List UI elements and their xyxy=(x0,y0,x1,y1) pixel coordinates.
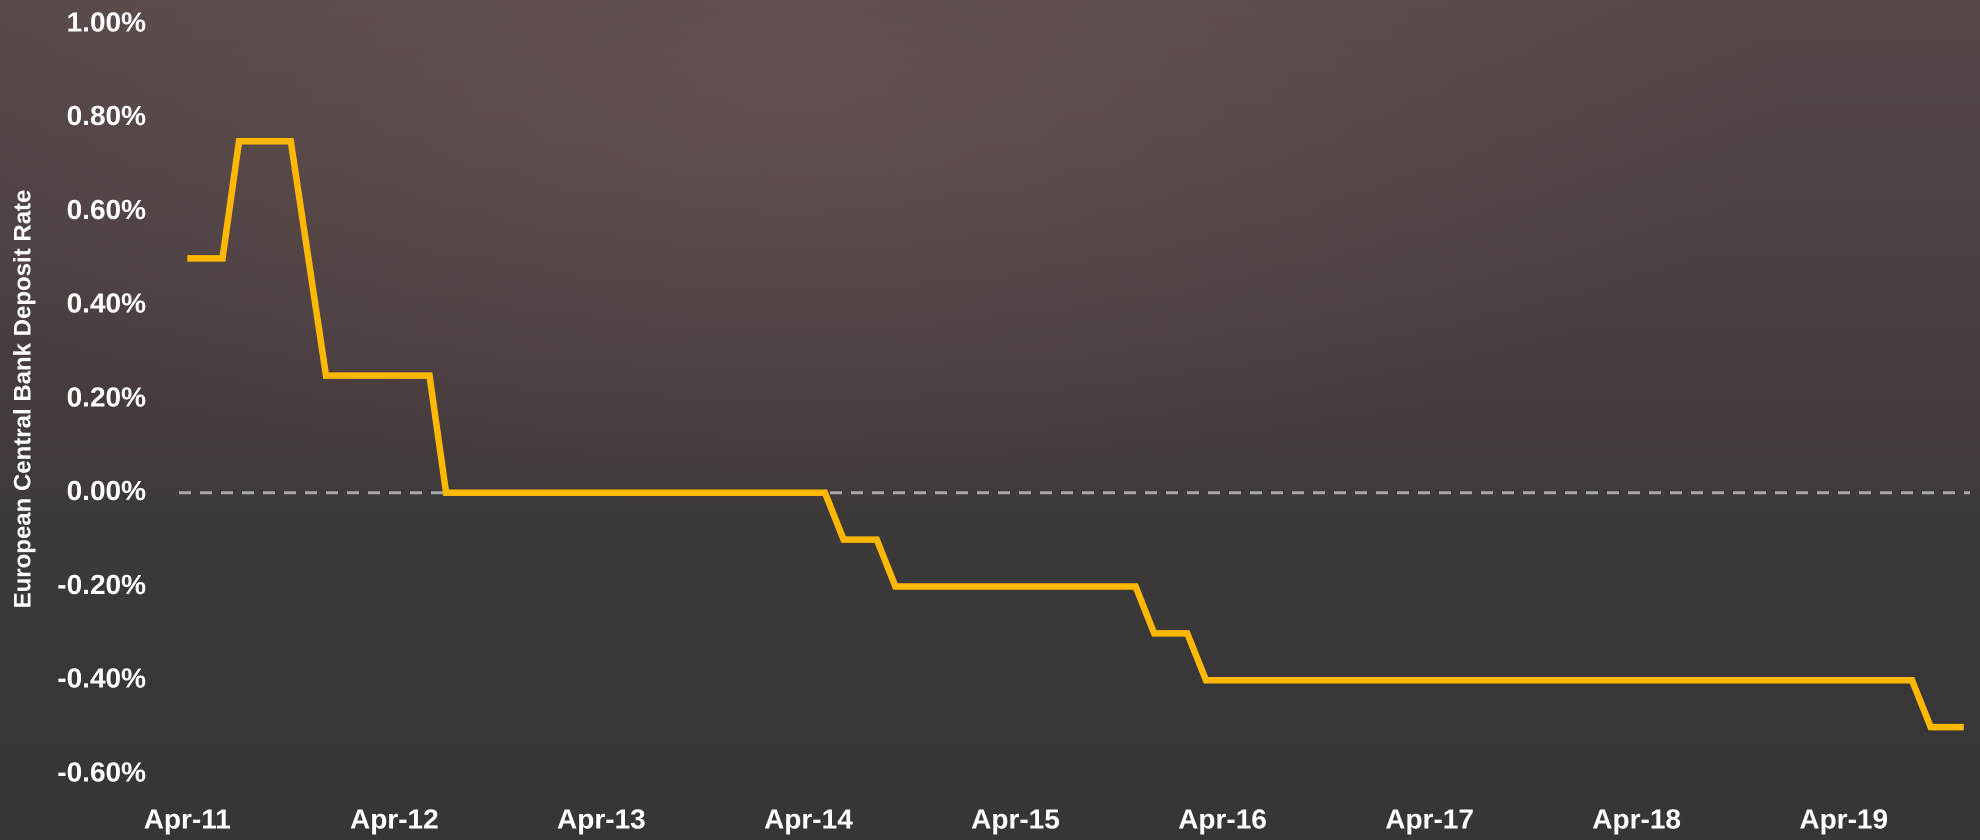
y-tick-label: -0.60% xyxy=(57,756,146,787)
y-tick-label: -0.40% xyxy=(57,663,146,694)
x-tick-label: Apr-13 xyxy=(557,803,646,834)
y-tick-label: 0.20% xyxy=(67,381,146,412)
x-tick-label: Apr-19 xyxy=(1799,803,1888,834)
x-tick-label: Apr-17 xyxy=(1385,803,1474,834)
y-tick-label: -0.20% xyxy=(57,569,146,600)
x-tick-label: Apr-18 xyxy=(1592,803,1681,834)
x-tick-label: Apr-11 xyxy=(144,803,231,834)
y-tick-label: 0.60% xyxy=(67,194,146,225)
x-tick-label: Apr-15 xyxy=(971,803,1060,834)
y-tick-label: 0.80% xyxy=(67,100,146,131)
y-axis-title: European Central Bank Deposit Rate xyxy=(9,190,36,609)
y-tick-label: 0.40% xyxy=(67,288,146,319)
y-tick-label: 0.00% xyxy=(67,475,146,506)
background-glow xyxy=(0,0,1980,840)
x-tick-label: Apr-14 xyxy=(764,803,853,834)
x-tick-label: Apr-12 xyxy=(350,803,439,834)
chart: European Central Bank Deposit Rate -0.60… xyxy=(0,0,1980,840)
page: {"chart_data": { "type": "line", "y_labe… xyxy=(0,0,1980,840)
y-tick-label: 1.00% xyxy=(67,6,146,37)
x-tick-label: Apr-16 xyxy=(1178,803,1267,834)
